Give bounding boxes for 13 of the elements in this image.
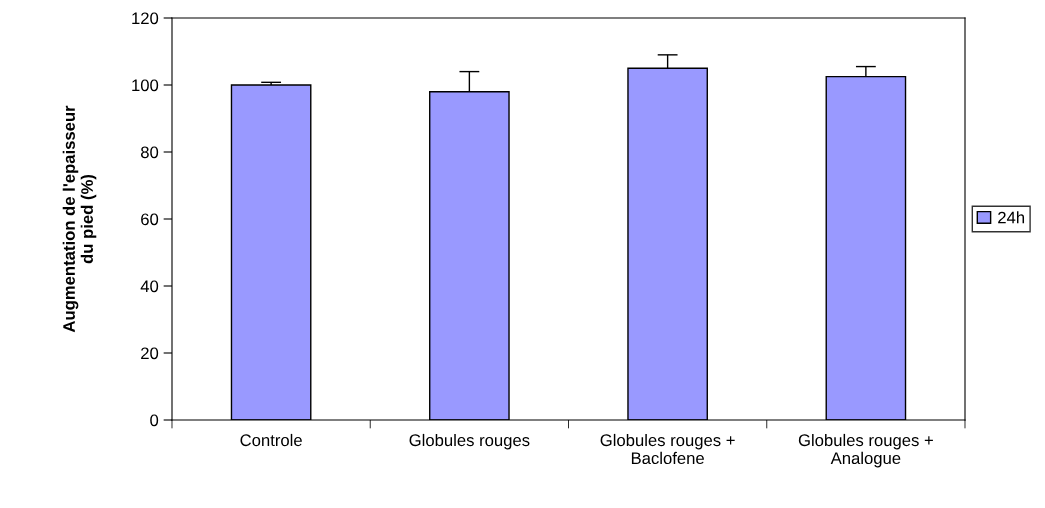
x-tick-label: Globules rouges + Baclofene xyxy=(600,433,735,465)
y-tick-label: 60 xyxy=(141,213,159,226)
y-tick-label: 0 xyxy=(150,414,159,427)
x-tick-label: Controle xyxy=(240,433,302,447)
y-tick-label: 40 xyxy=(140,280,159,293)
legend-label: 24h xyxy=(998,211,1025,224)
y-tick-label: 80 xyxy=(140,146,159,159)
x-tick-label: Globules rouges xyxy=(409,433,530,450)
y-tick-label: 100 xyxy=(132,79,159,92)
x-tick-label: Globules rouges + Analogue xyxy=(798,433,933,468)
y-axis-title: Augmentation de l'epaisseur du pied (%) xyxy=(62,105,97,333)
y-tick-label: 120 xyxy=(132,12,159,25)
y-tick-label: 20 xyxy=(141,347,159,360)
